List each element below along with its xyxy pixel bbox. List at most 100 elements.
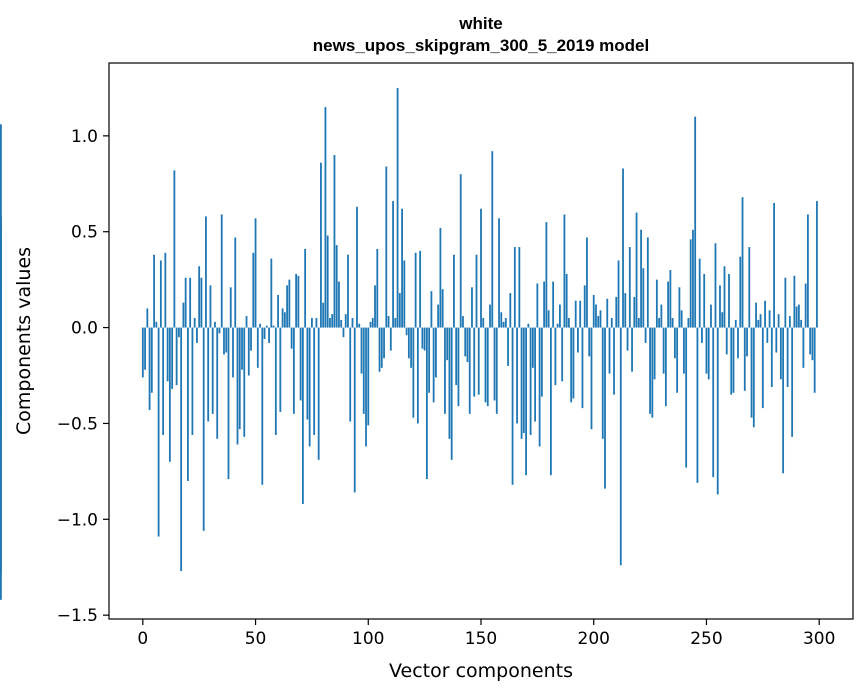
bar-57: [270, 258, 273, 328]
bar-52: [259, 323, 261, 328]
bar-235: [671, 317, 674, 328]
bar-33: [216, 327, 219, 439]
bar-141: [459, 174, 462, 328]
bar-35: [220, 214, 223, 328]
bar-160: [502, 321, 505, 328]
bar-74: [308, 327, 311, 447]
bar-259: [725, 327, 728, 355]
bar-178: [543, 281, 546, 328]
bar-undefined: [0, 327, 2, 368]
bar-58: [272, 325, 275, 328]
bar-134: [444, 327, 446, 414]
bar-43: [238, 327, 241, 430]
bar-198: [588, 327, 591, 357]
bar-114: [398, 293, 401, 328]
bar-146: [471, 287, 473, 328]
bar-14: [173, 170, 176, 328]
bar-13: [171, 327, 174, 389]
bar-68: [295, 273, 298, 328]
x-axis: 0 50 100 150 200 250 300: [137, 619, 835, 649]
bar-147: [473, 327, 476, 397]
bar-82: [326, 235, 329, 328]
bar-228: [655, 279, 658, 328]
x-tick-label: 200: [578, 629, 610, 649]
bar-49: [252, 252, 255, 328]
bar-78: [317, 327, 320, 460]
bar-31: [211, 327, 214, 414]
bar-192: [574, 300, 577, 328]
bar-143: [464, 327, 467, 357]
bar-undefined: [0, 124, 2, 328]
bars-group: [0, 87, 818, 600]
bar-277: [766, 327, 769, 343]
bar-193: [577, 327, 579, 353]
bar-21: [189, 277, 192, 328]
bar-217: [631, 327, 633, 372]
bar-46: [245, 316, 248, 328]
x-axis-label: Vector components: [389, 660, 573, 682]
bar-39: [229, 287, 232, 328]
chart-title-line-1: white: [458, 14, 502, 33]
bar-162: [507, 327, 509, 366]
bar-240: [683, 327, 685, 374]
bar-159: [500, 312, 503, 328]
bar-62: [281, 308, 284, 328]
bar-278: [768, 310, 771, 328]
bar-253: [712, 327, 715, 478]
bar-195: [581, 327, 584, 409]
bar-133: [441, 289, 444, 328]
bar-175: [536, 283, 539, 328]
bar-75: [311, 317, 313, 328]
bar-167: [518, 247, 521, 328]
bar-250: [705, 327, 708, 374]
bar-34: [218, 327, 221, 334]
bar-86: [335, 245, 338, 328]
bar-47: [247, 327, 250, 376]
bar-44: [241, 327, 243, 370]
bar-109: [387, 316, 390, 328]
bar-189: [568, 317, 570, 328]
bar-190: [570, 327, 573, 403]
bar-124: [421, 327, 424, 349]
bar-232: [664, 327, 667, 407]
bar-196: [583, 285, 586, 328]
bar-25: [198, 266, 201, 328]
bar-64: [286, 285, 289, 328]
bar-63: [283, 312, 286, 328]
bar-296: [809, 327, 812, 355]
bar-115: [401, 208, 403, 328]
bar-274: [759, 314, 762, 328]
bar-94: [353, 327, 356, 493]
bar-184: [556, 323, 559, 328]
bar-158: [498, 218, 500, 328]
bar-9: [162, 327, 165, 435]
bar-239: [680, 310, 683, 328]
bar-279: [770, 327, 773, 388]
bar-206: [606, 298, 609, 328]
bar-214: [624, 293, 627, 328]
bar-233: [667, 281, 670, 328]
bar-26: [200, 277, 203, 328]
bar-135: [446, 327, 449, 361]
bar-211: [617, 260, 620, 328]
bar-264: [737, 327, 739, 359]
bar-203: [599, 310, 602, 328]
bar-168: [520, 327, 523, 439]
bar-257: [721, 312, 724, 328]
bar-172: [529, 327, 532, 435]
bar-280: [773, 202, 775, 328]
bar-1: [144, 327, 146, 370]
bar-61: [279, 327, 282, 412]
bar-undefined: [0, 327, 2, 414]
bar-220: [637, 317, 640, 328]
bar-144: [466, 327, 469, 363]
bar-276: [764, 300, 766, 328]
bar-200: [592, 294, 595, 328]
bar-28: [205, 216, 207, 328]
bar-208: [610, 317, 613, 328]
x-tick-label: 0: [137, 629, 148, 649]
bar-90: [344, 314, 347, 328]
bar-249: [703, 273, 706, 328]
bar-244: [692, 229, 694, 328]
